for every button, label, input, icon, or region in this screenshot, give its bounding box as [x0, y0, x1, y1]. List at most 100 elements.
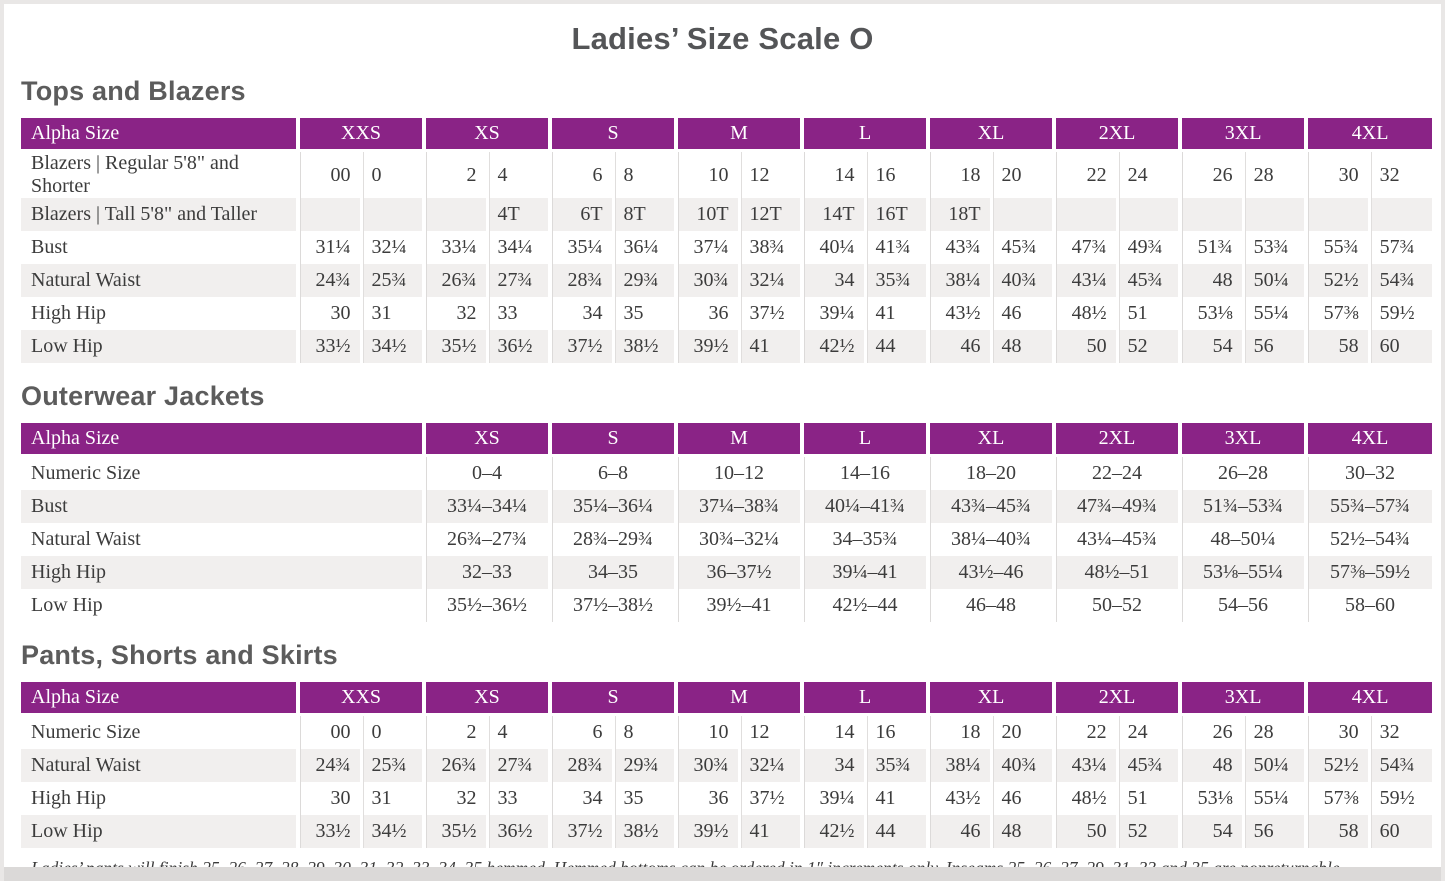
size-value-cell: 42½: [800, 815, 866, 848]
table-header-alpha-size: Alpha Size: [21, 118, 298, 152]
size-value-cell: 32: [422, 297, 488, 330]
table-row: Low Hip 35½–36½ 37½–38½ 39½–41 42½–44 46–48 50…: [21, 589, 1432, 622]
size-value-cell: 46: [926, 330, 992, 363]
size-value-cell: 35½: [422, 815, 488, 848]
row-label: Low Hip: [21, 330, 298, 363]
size-value-cell: 43¼–45¾: [1052, 523, 1180, 556]
size-value-cell: 35¼: [548, 231, 614, 264]
size-value-cell: 47¾–49¾: [1052, 490, 1180, 523]
size-value-cell: [1241, 198, 1307, 231]
size-value-cell: 30¾–32¼: [674, 523, 802, 556]
size-group-header-3xl: 3XL: [1178, 423, 1306, 457]
size-value-cell: 4: [485, 714, 551, 749]
size-value-cell: 48: [1178, 264, 1244, 297]
size-value-cell: 48½–51: [1052, 556, 1180, 589]
row-label: Natural Waist: [31, 528, 141, 550]
size-value-cell: 0–4: [422, 455, 550, 490]
size-value-cell: 57⅜: [1304, 782, 1370, 815]
size-value-cell: 34–35: [548, 556, 676, 589]
size-group-header-s: S: [548, 682, 677, 716]
size-group-header-l: L: [800, 118, 929, 152]
size-value-cell: 52: [1115, 330, 1181, 363]
size-value-cell: 14T: [800, 198, 866, 231]
size-value-cell: 30: [296, 297, 361, 330]
size-value-cell: 36¼: [611, 231, 677, 264]
size-value-cell: 25¾: [359, 264, 425, 297]
size-value-cell: [1367, 198, 1433, 231]
size-value-cell: 37½: [548, 815, 614, 848]
document-content: Ladies’ Size Scale O Tops and Blazers Al…: [4, 20, 1441, 880]
row-label: Natural Waist: [21, 749, 298, 782]
header-row: Alpha Size XXS XS S M L XL 2XL 3XL 4XL: [21, 118, 1433, 152]
row-label: Natural Waist: [21, 264, 298, 297]
header-row: Alpha Size XXS XS S M L XL 2XL 3XL 4XL: [21, 682, 1433, 716]
section-pants-shorts-and-skirts: Pants, Shorts and Skirts Alpha Size XXS XS…: [21, 638, 1433, 848]
size-value-cell: 00: [296, 150, 361, 198]
table-row: Natural Waist 24¾ 25¾ 26¾ 27¾ 28¾ 29¾ 30¾ 32¼ 34 3…: [21, 264, 1433, 297]
table-row: Bust 33¼–34¼ 35¼–36¼ 37¼–38¾ 40¼–41¾ 43¾–45¾ 4…: [21, 490, 1432, 523]
row-label: Numeric Size: [31, 462, 141, 484]
size-table-tops-and-blazers: Alpha Size XXS XS S M L XL 2XL 3XL 4XL Blazers | R…: [21, 118, 1433, 363]
size-value-cell: 28: [1241, 714, 1307, 749]
size-value-cell: 34: [548, 782, 614, 815]
size-value-cell: 44: [863, 815, 929, 848]
size-value-cell: 46–48: [926, 589, 1054, 622]
size-value-cell: 40¾: [989, 264, 1055, 297]
size-group-header-xxs: XXS: [295, 682, 425, 716]
size-value-cell: 58: [1304, 815, 1370, 848]
size-group-header-xl: XL: [926, 682, 1055, 716]
size-value-cell: 53⅛–55¼: [1178, 556, 1306, 589]
size-value-cell: 33: [485, 297, 551, 330]
size-value-cell: 51: [1115, 782, 1181, 815]
page-title: Ladies’ Size Scale O: [571, 21, 874, 56]
size-group-header-xxs: XXS: [295, 118, 425, 152]
size-value-cell: 30–32: [1304, 455, 1432, 490]
size-value-cell: 36: [674, 782, 740, 815]
size-value-cell: 57⅜–59½: [1304, 556, 1432, 589]
size-value-cell: 24: [1115, 150, 1181, 198]
size-group-header-m: M: [674, 682, 803, 716]
size-value-cell: 28¾: [548, 749, 614, 782]
size-value-cell: 27¾: [485, 749, 551, 782]
size-value-cell: 26¾: [422, 264, 488, 297]
size-value-cell: 22: [1052, 150, 1118, 198]
size-value-cell: 30¾: [674, 749, 740, 782]
size-value-cell: [422, 198, 488, 231]
size-value-cell: 41: [863, 782, 929, 815]
size-table-outerwear-jackets: Alpha Size XS S M L XL 2XL 3XL 4XL Numeric Size 0–…: [21, 423, 1432, 622]
size-value-cell: 45¾: [989, 231, 1055, 264]
size-value-cell: 36: [674, 297, 740, 330]
size-value-cell: 42½–44: [800, 589, 928, 622]
size-value-cell: 60: [1367, 815, 1433, 848]
table-row: High Hip 32–33 34–35 36–37½ 39¼–41 43½–46 48½–…: [21, 556, 1432, 589]
size-value-cell: 54: [1178, 330, 1244, 363]
size-value-cell: 34¼: [485, 231, 551, 264]
size-value-cell: 0: [359, 150, 425, 198]
size-value-cell: 34½: [359, 815, 425, 848]
size-value-cell: 50–52: [1052, 589, 1180, 622]
size-group-header-l: L: [800, 682, 929, 716]
size-value-cell: 33¼–34¼: [422, 490, 550, 523]
size-value-cell: 55¾–57¾: [1304, 490, 1432, 523]
size-value-cell: 39¼–41: [800, 556, 928, 589]
size-value-cell: 14: [800, 714, 866, 749]
size-value-cell: 41: [737, 330, 803, 363]
size-value-cell: 16T: [863, 198, 929, 231]
size-value-cell: 12: [737, 150, 803, 198]
size-value-cell: [1052, 198, 1118, 231]
size-value-cell: 24¾: [296, 264, 361, 297]
size-value-cell: 4T: [485, 198, 551, 231]
size-value-cell: 43½: [926, 782, 992, 815]
size-value-cell: 43½: [926, 297, 992, 330]
section-heading-outerwear-jackets: Outerwear Jackets: [21, 381, 265, 411]
size-group-header-3xl: 3XL: [1178, 682, 1307, 716]
table-row: Numeric Size 0–4 6–8 10–12 14–16 18–20 22–24 26…: [21, 455, 1432, 490]
size-value-cell: 36–37½: [674, 556, 802, 589]
size-value-cell: 51¾–53¾: [1178, 490, 1306, 523]
size-value-cell: 38¾: [737, 231, 803, 264]
size-value-cell: 58: [1304, 330, 1370, 363]
size-value-cell: [989, 198, 1055, 231]
size-value-cell: 57¾: [1367, 231, 1433, 264]
size-value-cell: 54¾: [1367, 264, 1433, 297]
size-value-cell: 58–60: [1304, 589, 1432, 622]
